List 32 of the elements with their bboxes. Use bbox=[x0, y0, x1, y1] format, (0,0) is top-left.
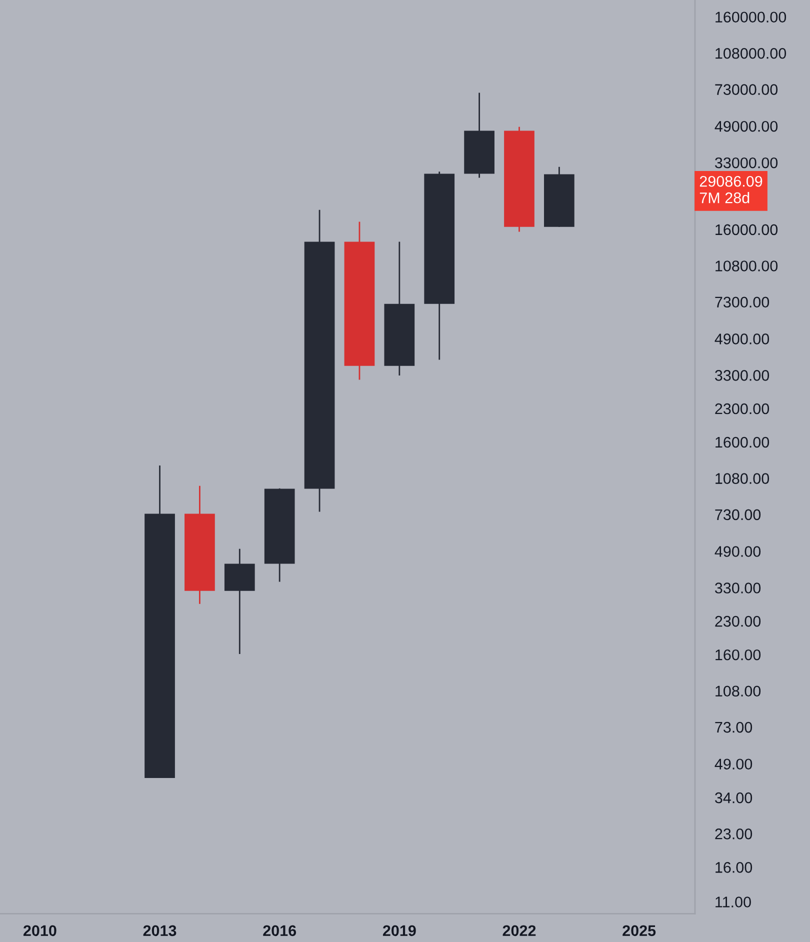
y-tick-label: 49.00 bbox=[714, 758, 752, 770]
y-tick-label: 108.00 bbox=[716, 686, 761, 697]
y-tick-label: 490.00 bbox=[714, 546, 761, 557]
y-tick-label: 23.00 bbox=[715, 828, 752, 840]
y-tick-label: 10800.00 bbox=[716, 260, 778, 272]
y-tick-label: 34.00 bbox=[715, 792, 752, 804]
y-tick-label: 7300.00 bbox=[715, 296, 770, 308]
y-tick-label: 11.00 bbox=[716, 896, 751, 908]
y-tick-label: 16.00 bbox=[716, 862, 752, 873]
y-tick-label: 230.00 bbox=[715, 616, 761, 627]
y-tick-label: 730.00 bbox=[715, 509, 761, 520]
y-tick-label: 16000.00 bbox=[716, 224, 778, 236]
x-tick-label: 2019 bbox=[382, 925, 416, 936]
x-tick-label: 2010 bbox=[23, 925, 56, 936]
x-tick-label: 2016 bbox=[263, 925, 296, 936]
y-tick-label: 2300.00 bbox=[715, 403, 770, 414]
y-tick-label: 1080.00 bbox=[716, 473, 770, 484]
y-tick-label: 33000.00 bbox=[715, 157, 778, 168]
y-tick-label: 4900.00 bbox=[714, 334, 770, 344]
x-tick-label: 2025 bbox=[622, 925, 656, 936]
y-tick-label: 3300.00 bbox=[715, 370, 770, 381]
y-tick-label: 160000.00 bbox=[716, 12, 786, 23]
text: 29086.09 7M 28d bbox=[700, 176, 762, 204]
y-tick-label: 73.00 bbox=[715, 722, 752, 733]
y-tick-label: 1600.00 bbox=[716, 436, 770, 448]
x-tick-label: 2022 bbox=[502, 925, 536, 936]
y-tick-label: 330.00 bbox=[715, 582, 761, 594]
y-tick-label: 160.00 bbox=[716, 649, 761, 660]
x-tick-label: 2013 bbox=[143, 925, 176, 936]
y-tick-label: 73000.00 bbox=[715, 84, 778, 95]
y-tick-label: 49000.00 bbox=[714, 120, 778, 132]
y-tick-label: 108000.00 bbox=[716, 48, 786, 59]
